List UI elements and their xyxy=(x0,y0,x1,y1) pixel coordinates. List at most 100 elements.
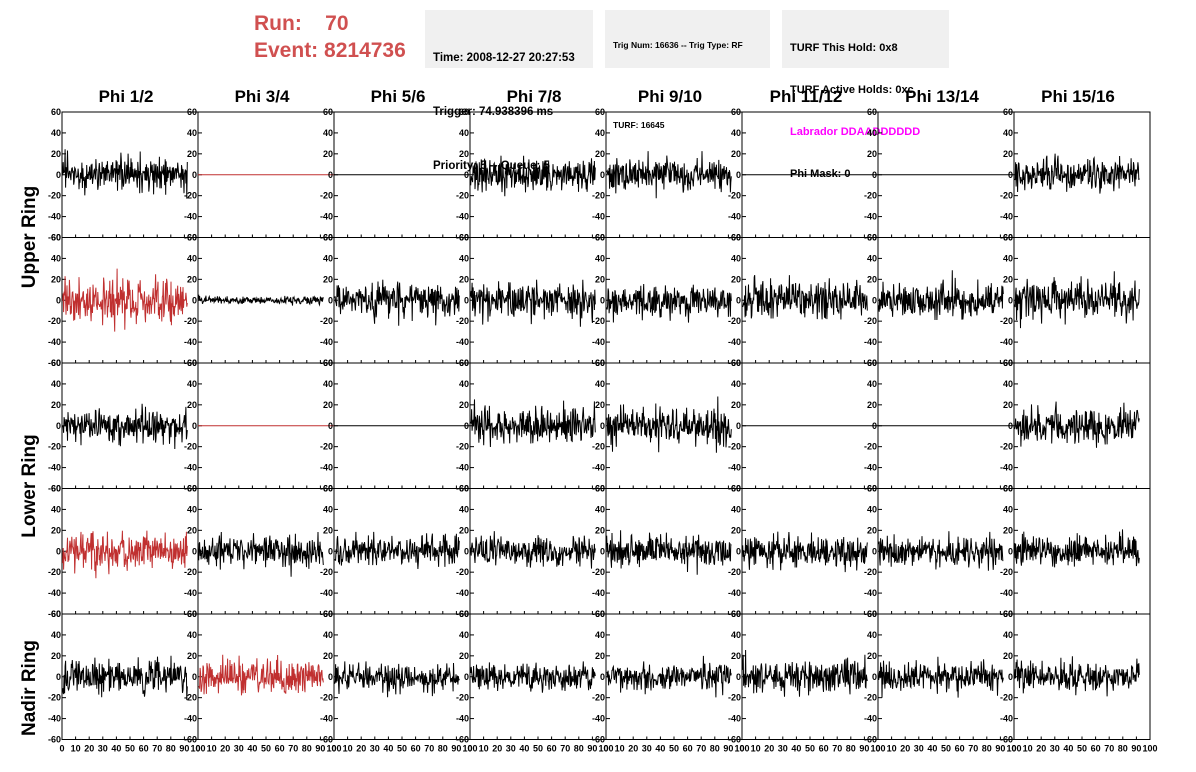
waveform-trace-r3c4 xyxy=(606,530,732,575)
column-header-phi-13-14: Phi 13/14 xyxy=(905,87,979,106)
y-tick-label-r2c7: 0 xyxy=(1008,421,1013,431)
y-tick-label-r0c2: 0 xyxy=(328,170,333,180)
y-tick-label-r0c4: -40 xyxy=(592,212,605,222)
x-tick-label: 10 xyxy=(71,744,81,754)
x-tick-label: 60 xyxy=(411,744,421,754)
y-tick-label-r1c4: -20 xyxy=(592,316,605,326)
run-label: Run: xyxy=(254,12,302,35)
y-tick-label-r2c3: 20 xyxy=(459,400,469,410)
x-tick-label: 0 xyxy=(1011,744,1016,754)
y-tick-label-r3c0: 60 xyxy=(51,484,61,494)
y-tick-label-r4c1: 60 xyxy=(187,609,197,619)
y-tick-label-r3c7: 60 xyxy=(1003,484,1013,494)
x-tick-label: 10 xyxy=(615,744,625,754)
x-tick-label: 80 xyxy=(982,744,992,754)
x-tick-label: 80 xyxy=(574,744,584,754)
y-tick-label-r1c2: 40 xyxy=(323,253,333,263)
y-tick-label-r2c0: -20 xyxy=(48,442,61,452)
event-label: Event: xyxy=(254,39,319,62)
x-tick-label: 20 xyxy=(492,744,502,754)
y-tick-label-r0c5: 60 xyxy=(731,107,741,117)
y-tick-label-r2c7: 40 xyxy=(1003,379,1013,389)
y-tick-label-r3c5: -20 xyxy=(728,567,741,577)
waveform-trace-r3c1 xyxy=(198,531,324,577)
x-tick-label: 60 xyxy=(819,744,829,754)
waveform-trace-r3c3 xyxy=(470,531,596,569)
y-tick-label-r2c0: -40 xyxy=(48,463,61,473)
y-tick-label-r1c5: 20 xyxy=(731,274,741,284)
x-tick-label: 60 xyxy=(683,744,693,754)
y-tick-label-r3c0: -60 xyxy=(48,609,61,619)
trig-info-box: Trig Num: 16636 -- Trig Type: RF TURF: 1… xyxy=(605,10,770,130)
y-tick-label-r0c0: 20 xyxy=(51,149,61,159)
y-tick-label-r3c1: -40 xyxy=(184,588,197,598)
x-tick-label: 0 xyxy=(331,744,336,754)
x-tick-label: 50 xyxy=(125,744,135,754)
x-tick-label: 40 xyxy=(1063,744,1073,754)
y-tick-label-r4c3: -40 xyxy=(456,714,469,724)
y-tick-label-r4c7: 60 xyxy=(1003,609,1013,619)
x-tick-label: 70 xyxy=(968,744,978,754)
y-tick-label-r1c7: -40 xyxy=(1000,337,1013,347)
y-tick-label-r0c5: 20 xyxy=(731,149,741,159)
x-tick-label: 30 xyxy=(1050,744,1060,754)
y-tick-label-r3c6: -20 xyxy=(864,567,877,577)
x-tick-label: 20 xyxy=(84,744,94,754)
waveform-trace-r4c5 xyxy=(742,649,868,697)
y-tick-label-r1c5: 60 xyxy=(731,233,741,243)
y-tick-label-r2c6: 40 xyxy=(867,379,877,389)
y-tick-label-r0c3: 0 xyxy=(464,170,469,180)
x-tick-label: 80 xyxy=(710,744,720,754)
waveform-trace-r2c4 xyxy=(606,396,732,453)
x-tick-label: 40 xyxy=(791,744,801,754)
x-tick-label: 70 xyxy=(424,744,434,754)
x-tick-label: 100 xyxy=(598,744,613,754)
x-tick-label: 50 xyxy=(1077,744,1087,754)
y-tick-label-r0c7: 20 xyxy=(1003,149,1013,159)
y-tick-label-r0c0: -60 xyxy=(48,233,61,243)
y-tick-label-r3c6: 40 xyxy=(867,504,877,514)
y-tick-label-r3c6: 60 xyxy=(867,484,877,494)
y-tick-label-r2c1: -20 xyxy=(184,442,197,452)
y-tick-label-r0c6: -20 xyxy=(864,191,877,201)
x-tick-label: 10 xyxy=(1023,744,1033,754)
y-tick-label-r4c3: -20 xyxy=(456,693,469,703)
y-tick-label-r0c2: 40 xyxy=(323,128,333,138)
waveform-trace-r3c2 xyxy=(334,531,460,570)
y-tick-label-r3c1: 20 xyxy=(187,525,197,535)
y-tick-label-r0c0: -40 xyxy=(48,212,61,222)
y-tick-label-r4c2: 20 xyxy=(323,651,333,661)
y-tick-label-r4c6: -20 xyxy=(864,693,877,703)
x-tick-label: 90 xyxy=(179,744,189,754)
x-tick-label: 100 xyxy=(1142,744,1157,754)
x-tick-label: 70 xyxy=(832,744,842,754)
column-header-phi-1-2: Phi 1/2 xyxy=(98,87,154,106)
y-tick-label-r1c7: 60 xyxy=(1003,233,1013,243)
y-tick-label-r0c4: 0 xyxy=(600,170,605,180)
y-tick-label-r2c5: -20 xyxy=(728,442,741,452)
y-tick-label-r4c5: -20 xyxy=(728,693,741,703)
y-tick-label-r4c0: -60 xyxy=(48,735,61,745)
y-tick-label-r4c2: 40 xyxy=(323,630,333,640)
x-tick-label: 10 xyxy=(207,744,217,754)
y-tick-label-r0c7: -20 xyxy=(1000,191,1013,201)
y-tick-label-r2c4: -40 xyxy=(592,463,605,473)
y-tick-label-r1c0: 60 xyxy=(51,233,61,243)
column-header-phi-5-6: Phi 5/6 xyxy=(370,87,426,106)
y-tick-label-r2c6: -40 xyxy=(864,463,877,473)
y-tick-label-r1c6: 40 xyxy=(867,253,877,263)
x-tick-label: 100 xyxy=(734,744,749,754)
y-tick-label-r4c6: 0 xyxy=(872,672,877,682)
x-tick-label: 30 xyxy=(642,744,652,754)
event-line: Event: 8214736 xyxy=(254,37,406,64)
y-tick-label-r4c1: -20 xyxy=(184,693,197,703)
y-tick-label-r3c4: 60 xyxy=(595,484,605,494)
y-tick-label-r4c4: 20 xyxy=(595,651,605,661)
x-tick-label: 60 xyxy=(547,744,557,754)
x-tick-label: 100 xyxy=(870,744,885,754)
waveform-trace-r1c3 xyxy=(470,279,596,327)
y-tick-label-r2c7: -40 xyxy=(1000,463,1013,473)
y-tick-label-r0c3: -20 xyxy=(456,191,469,201)
y-tick-label-r3c4: 0 xyxy=(600,546,605,556)
